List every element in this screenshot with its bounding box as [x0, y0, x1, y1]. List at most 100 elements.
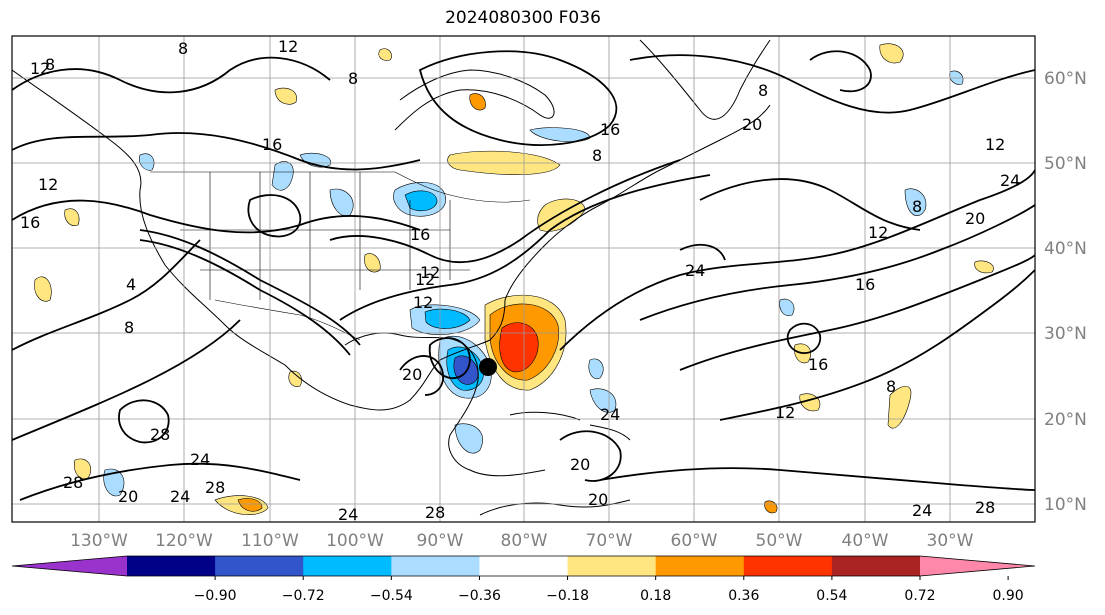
colorbar-segment — [743, 556, 833, 576]
positive-anomaly-region — [237, 498, 263, 512]
contour-labels: 8 12 12 8 8 16 12 8 20 8 12 16 12 4 8 20… — [20, 37, 1020, 522]
lon-label: 90°W — [417, 531, 464, 551]
contour-line — [12, 199, 421, 234]
contour-line — [139, 239, 351, 356]
negative-anomaly-region — [424, 308, 471, 329]
negative-anomaly-region — [454, 423, 483, 454]
colorbar-tick-label: −0.18 — [546, 588, 589, 604]
contour-label: 8 — [592, 146, 602, 165]
negative-anomaly-region — [329, 188, 354, 217]
contour-label: 28 — [425, 503, 445, 522]
map-title: 2024080300 F036 — [445, 8, 601, 28]
colorbar-segment — [655, 556, 745, 576]
contour-label: 16 — [410, 225, 430, 244]
positive-anomaly-region — [34, 276, 52, 302]
colorbar-tick-label: −0.54 — [370, 588, 413, 604]
contour-label: 20 — [588, 490, 608, 509]
coastline-north-america — [12, 69, 771, 411]
contour-label: 24 — [170, 487, 190, 506]
contour-label: 12 — [38, 175, 58, 194]
contour-line — [639, 204, 1035, 321]
contour-line — [139, 229, 361, 346]
contour-label: 24 — [600, 405, 620, 424]
lon-label: 60°W — [671, 531, 718, 551]
lat-label: 20°N — [1044, 410, 1087, 430]
meridian-lines — [98, 36, 951, 522]
contour-label: 12 — [420, 263, 440, 282]
contour-line — [559, 169, 1035, 351]
colorbar: −0.90 −0.72 −0.54 −0.36 −0.18 0.18 0.36 0.54 0.7… — [11, 555, 1036, 604]
contour-line — [679, 243, 726, 261]
state-lines — [180, 172, 470, 320]
shaded-fields — [34, 43, 994, 516]
map-content: 8 12 12 8 8 16 12 8 20 8 12 16 12 4 8 20… — [12, 36, 1035, 522]
contour-label: 24 — [190, 450, 210, 469]
contour-label: 8 — [912, 197, 922, 216]
lon-label: 130°W — [70, 531, 128, 551]
lat-label: 10°N — [1044, 495, 1087, 515]
map-frame — [11, 35, 1036, 523]
positive-anomaly-region — [879, 43, 904, 64]
graticule — [12, 36, 1035, 522]
contour-label: 16 — [855, 275, 875, 294]
contour-line — [418, 50, 618, 146]
colorbar-tick-label: 0.72 — [904, 588, 935, 604]
contour-label: 20 — [118, 487, 138, 506]
colorbar-tick-label: −0.36 — [458, 588, 501, 604]
latitude-labels: 60°N 50°N 40°N 30°N 20°N 10°N — [1044, 69, 1087, 515]
lon-label: 70°W — [586, 531, 633, 551]
lon-label: 80°W — [501, 531, 548, 551]
colorbar-outline — [11, 555, 1036, 577]
colorbar-tick-label: 0.54 — [816, 588, 847, 604]
contour-label: 28 — [975, 498, 995, 517]
contour-label: 12 — [868, 223, 888, 242]
contour-label: 28 — [205, 478, 225, 497]
contour-label: 8 — [178, 39, 188, 58]
state-borders — [150, 171, 531, 341]
colorbar-segment — [127, 556, 216, 576]
contour-line — [428, 337, 471, 379]
contour-label: 28 — [150, 425, 170, 444]
colorbar-segment — [831, 556, 921, 576]
positive-anomaly-region — [378, 48, 392, 61]
negative-anomaly-region — [139, 153, 155, 171]
contour-label: 8 — [758, 81, 768, 100]
lon-label: 100°W — [326, 531, 384, 551]
contour-line — [809, 50, 872, 93]
contour-line — [12, 239, 201, 351]
contour-label: 8 — [886, 377, 896, 396]
longitude-labels: 130°W 120°W 110°W 100°W 90°W 80°W 70°W 6… — [70, 531, 974, 551]
contour-label: 24 — [1000, 171, 1020, 190]
contour-label: 8 — [124, 318, 134, 337]
parallel-lines — [12, 77, 1035, 505]
negative-anomaly-region — [103, 468, 125, 497]
contour-label: 12 — [278, 37, 298, 56]
contour-line — [719, 269, 1035, 421]
contour-label: 16 — [262, 135, 282, 154]
contour-label: 12 — [775, 403, 795, 422]
positive-anomaly-region — [274, 87, 297, 105]
lat-label: 40°N — [1044, 239, 1087, 259]
colorbar-segment — [567, 556, 657, 576]
contour-line — [329, 159, 681, 264]
contour-lines — [12, 50, 1035, 501]
lat-label: 50°N — [1044, 154, 1087, 174]
colorbar-extend-min — [12, 556, 127, 576]
contour-line — [12, 56, 331, 94]
contour-line — [247, 194, 302, 238]
us-mexico-border — [214, 299, 361, 341]
colorbar-segment — [303, 556, 392, 576]
contour-line — [559, 430, 622, 482]
colorbar-tick-label: 0.18 — [640, 588, 671, 604]
colorbar-extend-max — [920, 556, 1035, 576]
positive-anomaly-region — [288, 370, 302, 387]
negative-anomaly-region — [779, 298, 795, 316]
contour-line — [399, 355, 445, 396]
contour-label: 20 — [402, 365, 422, 384]
colorbar-tick-label: −0.90 — [194, 588, 237, 604]
contour-line — [679, 254, 1035, 371]
contour-label: 16 — [600, 120, 620, 139]
contour-label: 20 — [965, 209, 985, 228]
contour-line — [12, 132, 421, 171]
